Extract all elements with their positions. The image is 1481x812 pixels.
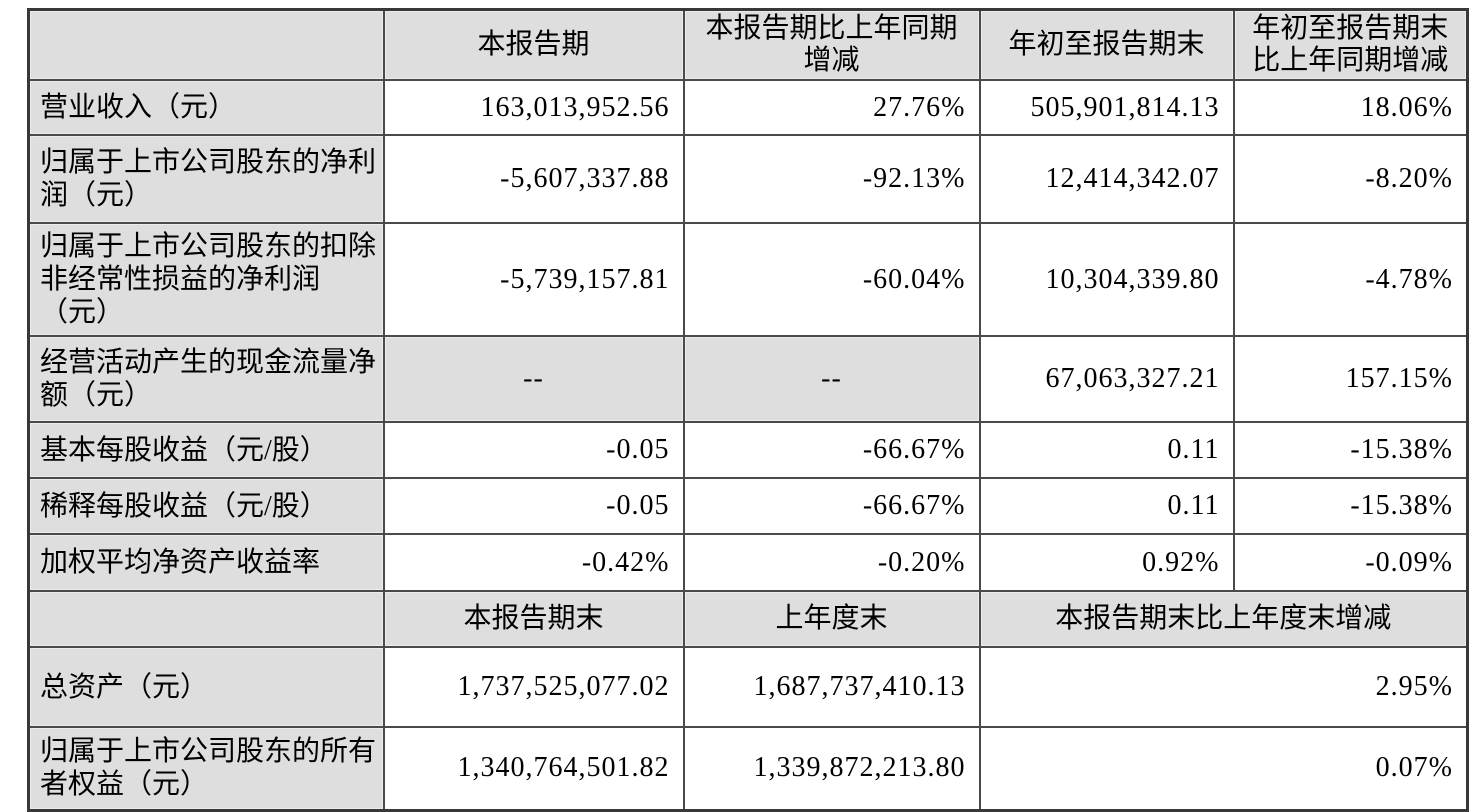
col-header-current-end: 本报告期末 — [382, 590, 685, 648]
col-header-ytd-yoy: 年初至报告期末比上年同期增减 — [1232, 8, 1469, 81]
value-ytd-yoy: -15.38% — [1232, 477, 1469, 535]
value-period-yoy: -66.67% — [682, 421, 981, 479]
metric-label: 归属于上市公司股东的净利润（元） — [27, 134, 385, 224]
value-prior-year-end: 1,339,872,213.80 — [682, 726, 981, 811]
value-current-period: -5,739,157.81 — [382, 222, 685, 337]
value-current-end: 1,340,764,501.82 — [382, 726, 685, 811]
metric-label: 总资产（元） — [27, 646, 385, 728]
value-ytd: 12,414,342.07 — [978, 134, 1235, 224]
value-current-period: -0.05 — [382, 421, 685, 479]
metric-label: 基本每股收益（元/股） — [27, 421, 385, 479]
metric-label: 加权平均净资产收益率 — [27, 533, 385, 592]
row-shareholders-equity: 归属于上市公司股东的所有者权益（元） 1,340,764,501.82 1,33… — [27, 726, 1469, 811]
value-ytd: 67,063,327.21 — [978, 335, 1235, 423]
metric-label: 归属于上市公司股东的所有者权益（元） — [27, 726, 385, 811]
value-end-change: 0.07% — [978, 726, 1469, 811]
corner-cell — [27, 590, 385, 648]
col-header-period-yoy: 本报告期比上年同期增减 — [682, 8, 981, 81]
value-current-period: -5,607,337.88 — [382, 134, 685, 224]
value-ytd-yoy: 18.06% — [1232, 79, 1469, 136]
col-header-prior-year-end: 上年度末 — [682, 590, 981, 648]
value-period-yoy: -92.13% — [682, 134, 981, 224]
metric-label: 归属于上市公司股东的扣除非经常性损益的净利润（元） — [27, 222, 385, 337]
col-header-end-change: 本报告期末比上年度末增减 — [978, 590, 1469, 648]
row-total-assets: 总资产（元） 1,737,525,077.02 1,687,737,410.13… — [27, 646, 1469, 728]
value-ytd: 10,304,339.80 — [978, 222, 1235, 337]
value-ytd: 505,901,814.13 — [978, 79, 1235, 136]
row-diluted-eps: 稀释每股收益（元/股） -0.05 -66.67% 0.11 -15.38% — [27, 477, 1469, 535]
row-operating-revenue: 营业收入（元） 163,013,952.56 27.76% 505,901,81… — [27, 79, 1469, 136]
value-current-period: -0.42% — [382, 533, 685, 592]
value-period-yoy: -60.04% — [682, 222, 981, 337]
header-row-balance: 本报告期末 上年度末 本报告期末比上年度末增减 — [27, 590, 1469, 648]
value-period-yoy: -- — [682, 335, 981, 423]
value-current-period: -- — [382, 335, 685, 423]
value-period-yoy: 27.76% — [682, 79, 981, 136]
corner-cell — [27, 8, 385, 81]
metric-label: 营业收入（元） — [27, 79, 385, 136]
metric-label: 经营活动产生的现金流量净额（元） — [27, 335, 385, 423]
col-header-current-period: 本报告期 — [382, 8, 685, 81]
row-net-profit: 归属于上市公司股东的净利润（元） -5,607,337.88 -92.13% 1… — [27, 134, 1469, 224]
metric-label: 稀释每股收益（元/股） — [27, 477, 385, 535]
value-ytd-yoy: -8.20% — [1232, 134, 1469, 224]
value-ytd-yoy: -15.38% — [1232, 421, 1469, 479]
value-current-period: -0.05 — [382, 477, 685, 535]
value-ytd-yoy: -0.09% — [1232, 533, 1469, 592]
value-prior-year-end: 1,687,737,410.13 — [682, 646, 981, 728]
value-current-period: 163,013,952.56 — [382, 79, 685, 136]
value-ytd: 0.11 — [978, 421, 1235, 479]
value-end-change: 2.95% — [978, 646, 1469, 728]
row-net-profit-excl-nonrecurring: 归属于上市公司股东的扣除非经常性损益的净利润（元） -5,739,157.81 … — [27, 222, 1469, 337]
value-ytd-yoy: -4.78% — [1232, 222, 1469, 337]
value-ytd-yoy: 157.15% — [1232, 335, 1469, 423]
value-period-yoy: -0.20% — [682, 533, 981, 592]
row-weighted-avg-roe: 加权平均净资产收益率 -0.42% -0.20% 0.92% -0.09% — [27, 533, 1469, 592]
value-ytd: 0.92% — [978, 533, 1235, 592]
value-period-yoy: -66.67% — [682, 477, 981, 535]
financial-summary-table: 本报告期 本报告期比上年同期增减 年初至报告期末 年初至报告期末比上年同期增减 … — [27, 8, 1469, 812]
col-header-ytd: 年初至报告期末 — [978, 8, 1235, 81]
value-ytd: 0.11 — [978, 477, 1235, 535]
row-basic-eps: 基本每股收益（元/股） -0.05 -66.67% 0.11 -15.38% — [27, 421, 1469, 479]
header-row-periods: 本报告期 本报告期比上年同期增减 年初至报告期末 年初至报告期末比上年同期增减 — [27, 8, 1469, 81]
row-operating-cash-flow: 经营活动产生的现金流量净额（元） -- -- 67,063,327.21 157… — [27, 335, 1469, 423]
value-current-end: 1,737,525,077.02 — [382, 646, 685, 728]
